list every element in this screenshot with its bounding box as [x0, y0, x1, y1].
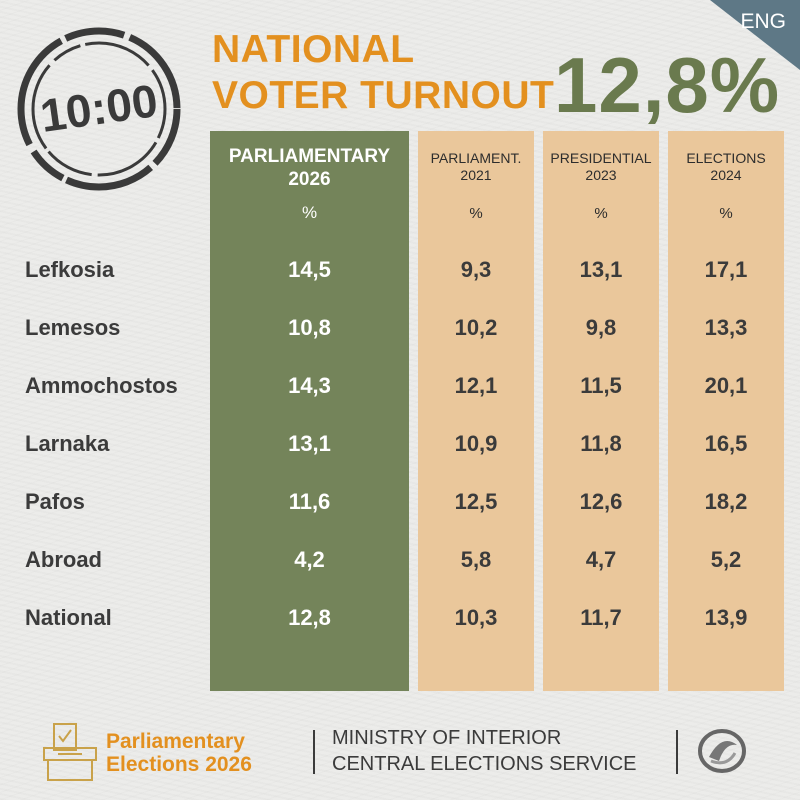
table-cell: 10,3 — [454, 605, 498, 630]
table-cell: 12,5 — [454, 489, 498, 514]
row-label: Pafos — [25, 489, 85, 514]
table-row: Lemesos 10,8 10,2 9,8 13,3 — [0, 315, 800, 345]
footer-elections-subtitle: Elections 2026 — [106, 753, 252, 776]
table-cell: 13,1 — [288, 431, 331, 456]
table-cell: 10,8 — [288, 315, 331, 340]
table-cell: 9,8 — [585, 315, 617, 340]
table-cell: 20,1 — [704, 373, 748, 398]
table-cell: 4,7 — [585, 547, 617, 572]
table-cell: 5,8 — [460, 547, 492, 572]
column-header-title: PRESIDENTIAL — [550, 150, 652, 166]
row-label: National — [25, 605, 112, 630]
headline-turnout: 12,8% — [554, 41, 781, 129]
column-header-year: 2024 — [710, 166, 742, 183]
table-cell: 14,3 — [288, 373, 331, 398]
column-header: PARLIAMENTARY 2026 — [210, 146, 409, 192]
row-label: Lemesos — [25, 315, 121, 340]
table-cell: 5,2 — [710, 547, 742, 572]
footer-divider — [313, 730, 315, 774]
column-header-title: ELECTIONS — [686, 150, 766, 166]
table-row: National 12,8 10,3 11,7 13,9 — [0, 605, 800, 635]
footer-elections-title: Parliamentary — [106, 730, 245, 753]
table-cell: 13,3 — [704, 315, 748, 340]
table-cell: 9,3 — [460, 257, 492, 282]
table-row: Ammochostos 14,3 12,1 11,5 20,1 — [0, 373, 800, 403]
column-header-title: PARLIAMENT. — [430, 150, 522, 166]
language-label[interactable]: ENG — [740, 10, 786, 33]
table-cell: 11,5 — [580, 373, 622, 398]
column-unit: % — [301, 203, 318, 222]
row-label: Ammochostos — [25, 373, 178, 398]
table-row: Abroad 4,2 5,8 4,7 5,2 — [0, 547, 800, 577]
column-unit: % — [719, 205, 733, 222]
table-cell: 12,8 — [288, 605, 331, 630]
ministry-logo-icon — [698, 729, 746, 773]
table-cell: 17,1 — [704, 257, 748, 282]
column-presidential-2023 — [543, 131, 659, 691]
table-row: Pafos 11,6 12,5 12,6 18,2 — [0, 489, 800, 519]
column-header: ELECTIONS 2024 — [668, 150, 784, 184]
column-header-year: 2021 — [460, 166, 492, 183]
table-row: Larnaka 13,1 10,9 11,8 16,5 — [0, 431, 800, 461]
row-label: Larnaka — [25, 431, 110, 456]
ministry-name: MINISTRY OF INTERIOR — [332, 727, 562, 749]
column-header: PRESIDENTIAL 2023 — [543, 150, 659, 184]
column-elections-2024 — [668, 131, 784, 691]
table-cell: 12,6 — [579, 489, 623, 514]
ministry-service: CENTRAL ELECTIONS SERVICE — [332, 753, 637, 775]
language-corner[interactable] — [710, 0, 800, 70]
table-row: Lefkosia 14,5 9,3 13,1 17,1 — [0, 257, 800, 287]
column-unit: % — [469, 205, 483, 222]
time-stamp: 10:00 — [17, 27, 181, 191]
table-cell: 11,8 — [580, 431, 622, 456]
time-stamp-text: 10:00 — [37, 74, 161, 142]
column-header: PARLIAMENT. 2021 — [418, 150, 534, 184]
column-header-title: PARLIAMENTARY — [228, 146, 391, 167]
row-label: Abroad — [25, 547, 102, 572]
table-cell: 16,5 — [704, 431, 748, 456]
column-header-year: 2023 — [585, 166, 617, 183]
footer-divider — [676, 730, 678, 774]
title-line-1: NATIONAL — [212, 28, 415, 71]
column-header-year: 2026 — [288, 168, 331, 190]
column-parliamentary-2026 — [210, 131, 409, 691]
table-cell: 14,5 — [288, 257, 331, 282]
column-unit: % — [594, 205, 608, 222]
table-cell: 12,1 — [454, 373, 498, 398]
table-cell: 4,2 — [294, 547, 325, 572]
table-cell: 13,1 — [579, 257, 623, 282]
ballot-box-icon — [43, 723, 97, 781]
column-parliament-2021 — [418, 131, 534, 691]
table-cell: 10,2 — [454, 315, 498, 340]
table-cell: 11,6 — [288, 489, 331, 514]
table-cell: 11,7 — [580, 605, 622, 630]
title-line-2: VOTER TURNOUT — [212, 74, 555, 117]
table-cell: 10,9 — [454, 431, 498, 456]
table-cell: 13,9 — [704, 605, 748, 630]
row-label: Lefkosia — [25, 257, 115, 282]
table-cell: 18,2 — [704, 489, 748, 514]
